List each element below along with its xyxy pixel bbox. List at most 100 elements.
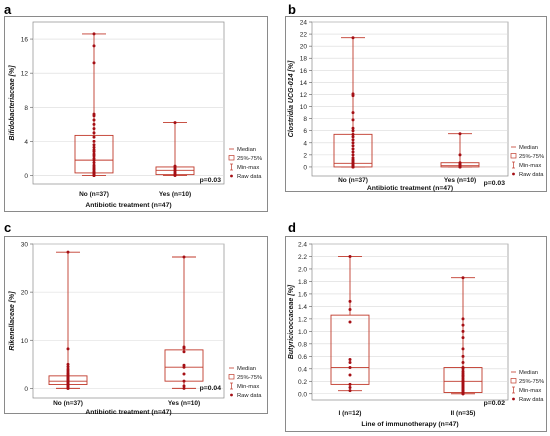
raw-point-0-0-25: [92, 131, 96, 135]
y-tick-label-1-11: 22: [300, 32, 308, 39]
raw-point-3-1-24: [461, 361, 465, 365]
raw-point-0-0-23: [92, 139, 96, 143]
plot-area-0: [32, 21, 225, 185]
raw-point-3-0-7: [348, 320, 352, 324]
y-tick-label-3-1: 0.2: [298, 379, 307, 386]
raw-point-0-1-9: [173, 121, 177, 125]
raw-point-0-0-27: [92, 122, 96, 126]
legend-raw-swatch-3: [512, 397, 515, 401]
legend-median-label-2: Median: [237, 366, 256, 372]
raw-point-2-1-1: [182, 384, 186, 388]
y-tick-label-3-8: 1.6: [298, 291, 307, 298]
raw-point-0-0-33: [92, 32, 96, 36]
y-tick-label-3-4: 0.8: [298, 341, 307, 348]
x-axis-title-1: Antibiotic treatment (n=47): [367, 185, 453, 192]
raw-point-1-0-14: [351, 153, 355, 157]
legend-box-swatch-1: [510, 153, 517, 159]
raw-point-2-1-5: [182, 363, 186, 367]
legend-box-swatch-0: [228, 155, 235, 161]
raw-point-2-0-23: [66, 347, 70, 351]
legend-raw-swatch-1: [512, 172, 515, 176]
y-axis-title-2: Rikenellaceae [%]: [9, 291, 16, 351]
raw-point-3-0-1: [348, 386, 352, 390]
legend-box-swatch-2: [228, 374, 235, 380]
x-axis-title-3: Line of immunotherapy (n=47): [361, 421, 458, 428]
y-tick-label-2-1: 10: [21, 338, 29, 345]
y-tick-label-1-6: 12: [300, 92, 308, 99]
raw-point-1-0-22: [351, 129, 355, 133]
y-tick-label-0-0: 0: [24, 173, 28, 180]
legend-raw-swatch-0: [230, 174, 233, 178]
raw-point-0-0-26: [92, 127, 96, 131]
raw-point-0-1-8: [173, 164, 177, 168]
legend-raw-label-2: Raw data: [237, 393, 262, 399]
raw-point-1-1-7: [458, 161, 462, 165]
legend-box-label-2: 25%-75%: [237, 375, 262, 381]
y-tick-label-3-2: 0.4: [298, 366, 307, 373]
x-category-label-0-1: Yes (n=10): [159, 191, 191, 198]
raw-point-3-1-25: [461, 354, 465, 358]
y-tick-label-3-12: 2.4: [298, 242, 307, 249]
raw-point-1-0-28: [351, 36, 355, 40]
legend-minmax-label-1: Min-max: [519, 163, 541, 169]
raw-point-3-1-31: [461, 276, 465, 280]
legend-minmax-label-3: Min-max: [519, 388, 541, 394]
y-tick-label-3-10: 2.0: [298, 266, 307, 273]
x-axis-title-0: Antibiotic treatment (n=47): [85, 202, 171, 209]
x-category-label-3-0: I (n=12): [339, 410, 362, 417]
y-tick-label-1-2: 4: [303, 140, 307, 147]
raw-point-0-0-28: [92, 118, 96, 122]
legend-median-label-1: Median: [519, 145, 538, 151]
raw-point-1-0-21: [351, 132, 355, 136]
p-value-3: p=0.02: [484, 400, 506, 407]
raw-point-3-1-23: [461, 366, 465, 370]
raw-point-3-1-27: [461, 336, 465, 340]
y-tick-label-3-3: 0.6: [298, 354, 307, 361]
legend-raw-label-3: Raw data: [519, 397, 544, 403]
raw-point-3-0-3: [348, 373, 352, 377]
legend-median-label-0: Median: [237, 147, 256, 153]
y-tick-label-2-0: 0: [24, 386, 28, 393]
legend-raw-label-1: Raw data: [519, 172, 544, 178]
raw-point-0-0-13: [92, 163, 96, 167]
legend-raw-label-0: Raw data: [237, 174, 262, 180]
raw-point-2-1-0: [182, 386, 186, 390]
raw-point-1-1-9: [458, 132, 462, 136]
y-axis-title-0: Bifidobacteriaceae [%]: [9, 65, 16, 141]
raw-point-0-0-30: [92, 112, 96, 116]
raw-point-2-1-2: [182, 379, 186, 383]
raw-point-1-0-19: [351, 138, 355, 142]
raw-point-1-0-18: [351, 141, 355, 145]
raw-point-3-1-30: [461, 317, 465, 321]
y-tick-label-1-1: 2: [303, 152, 307, 159]
raw-point-0-0-14: [92, 161, 96, 165]
raw-point-0-0-31: [92, 61, 96, 65]
p-value-1: p=0.03: [484, 180, 506, 187]
raw-point-2-0-22: [66, 362, 70, 366]
y-tick-label-3-9: 1.8: [298, 279, 307, 286]
raw-point-2-0-21: [66, 365, 70, 369]
y-tick-label-3-0: 0.0: [298, 391, 307, 398]
y-tick-label-0-1: 4: [24, 139, 28, 146]
panel-letter-d: d: [288, 220, 296, 235]
y-tick-label-3-11: 2.2: [298, 254, 307, 261]
x-category-label-2-1: Yes (n=10): [168, 400, 200, 407]
y-tick-label-0-2: 8: [24, 105, 28, 112]
x-category-label-0-0: No (n=37): [79, 191, 109, 198]
raw-point-1-0-20: [351, 135, 355, 139]
raw-point-0-0-20: [92, 148, 96, 152]
legend-box-label-3: 25%-75%: [519, 379, 544, 385]
raw-point-3-1-21: [461, 369, 465, 373]
raw-point-3-1-26: [461, 347, 465, 351]
y-tick-label-3-7: 1.4: [298, 304, 307, 311]
raw-point-2-1-8: [182, 345, 186, 349]
plot-area-3: [311, 243, 509, 401]
panel-letter-a: a: [4, 2, 12, 17]
legend-minmax-label-0: Min-max: [237, 165, 259, 171]
raw-point-2-1-6: [182, 350, 186, 354]
raw-point-0-0-32: [92, 44, 96, 48]
y-tick-label-1-8: 16: [300, 68, 308, 75]
raw-point-3-1-28: [461, 329, 465, 333]
x-category-label-1-1: Yes (n=10): [444, 177, 476, 184]
